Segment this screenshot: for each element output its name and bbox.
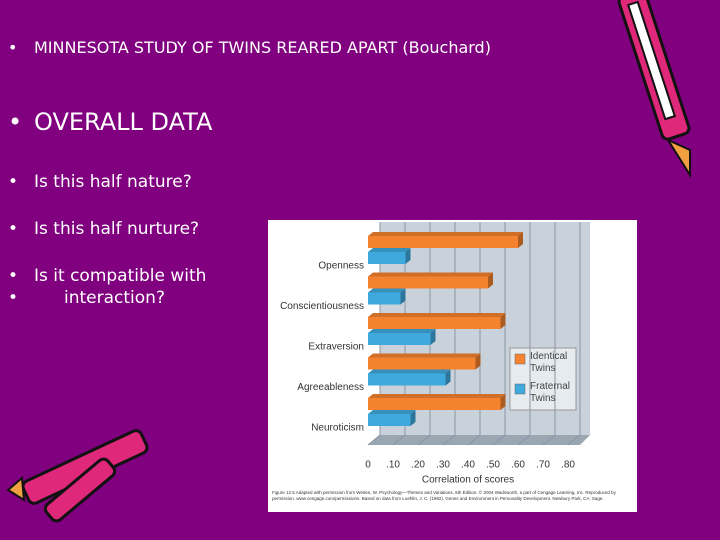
bullet-marker: •	[8, 108, 23, 136]
x-tick-label: .70	[536, 460, 550, 471]
bullet-text: Is this half nurture?	[34, 219, 200, 239]
grid-line	[492, 434, 506, 446]
bullet-text: Is it compatible with	[34, 266, 207, 286]
bullet-text: MINNESOTA STUDY OF TWINS REARED APART (B…	[34, 38, 491, 57]
bar	[368, 252, 406, 264]
bar-side	[445, 369, 451, 386]
pencil-decoration	[6, 0, 691, 523]
grid-line	[542, 434, 556, 446]
bar	[368, 398, 501, 410]
bar-side	[500, 313, 506, 329]
bullet-marker: •	[8, 219, 19, 239]
legend-label: Identical Twins	[530, 351, 568, 374]
x-tick-label: .30	[436, 460, 450, 471]
bar-side	[410, 410, 416, 426]
bullet-marker: •	[8, 172, 19, 192]
bar-top	[368, 288, 406, 293]
grid-line	[392, 434, 406, 446]
y-tick-label: Openness	[318, 261, 364, 272]
x-tick-label: .40	[461, 460, 475, 471]
bar-top	[368, 232, 523, 236]
bar-side	[488, 272, 493, 289]
bullet-item: • Is this half nature?	[8, 172, 254, 193]
grid-line	[417, 434, 431, 446]
bullet-item: • Is it compatible with	[8, 266, 254, 287]
bar-top	[368, 369, 451, 374]
bar	[368, 292, 401, 305]
bar-side	[405, 248, 411, 264]
bar	[368, 414, 411, 426]
bar-top	[368, 313, 506, 317]
bullet-text: OVERALL DATA	[34, 108, 213, 136]
legend-label: Fraternal Twins	[530, 381, 571, 404]
bar-side	[475, 353, 481, 370]
bullet-marker: •	[8, 266, 19, 286]
bar-top	[368, 248, 411, 252]
bar	[368, 357, 476, 370]
bar-side	[430, 329, 436, 345]
grid-line	[442, 434, 456, 446]
y-tick-label: Neuroticism	[311, 423, 364, 434]
bar-top	[368, 394, 506, 398]
grid-line	[567, 434, 581, 446]
x-tick-label: .50	[486, 460, 500, 471]
bar	[368, 373, 446, 386]
grid-line	[367, 434, 381, 446]
bar-top	[368, 353, 481, 358]
x-tick-label: .60	[511, 460, 525, 471]
bar	[368, 276, 488, 289]
bar-top	[368, 410, 416, 414]
bar	[368, 317, 501, 329]
y-tick-label: Extraversion	[308, 342, 364, 353]
x-axis-title: Correlation of scores	[422, 475, 514, 486]
x-tick-label: .20	[411, 460, 425, 471]
bullet-item: • MINNESOTA STUDY OF TWINS REARED APART (…	[8, 38, 554, 58]
x-tick-label: 0	[365, 460, 371, 471]
legend-swatch	[514, 353, 526, 365]
y-tick-label: Agreeableness	[297, 382, 364, 393]
bullet-marker: •	[8, 288, 19, 308]
grid-line	[467, 434, 481, 446]
bar	[368, 236, 518, 248]
bullet-item: • OVERALL DATA	[8, 108, 254, 136]
bullet-text: interaction?	[64, 288, 165, 308]
bullet-marker: •	[8, 38, 18, 57]
bar-side	[500, 394, 506, 410]
bar-side	[518, 232, 523, 248]
bullet-item: • Is this half nurture?	[8, 219, 254, 240]
plot-floor	[368, 435, 590, 445]
figure-caption: Figure 12.5 Adapted with permission from…	[272, 490, 616, 501]
legend-swatch	[514, 383, 526, 395]
x-tick-label: .10	[386, 460, 400, 471]
bar-top	[368, 272, 493, 277]
grid-line	[517, 434, 531, 446]
bar-top	[368, 329, 436, 333]
x-tick-label: .80	[561, 460, 575, 471]
bullet-text: Is this half nature?	[34, 172, 192, 192]
bar	[368, 333, 431, 345]
y-tick-label: Conscientiousness	[280, 301, 364, 312]
bullet-item: • interaction?	[8, 288, 284, 309]
bar-side	[400, 288, 406, 305]
